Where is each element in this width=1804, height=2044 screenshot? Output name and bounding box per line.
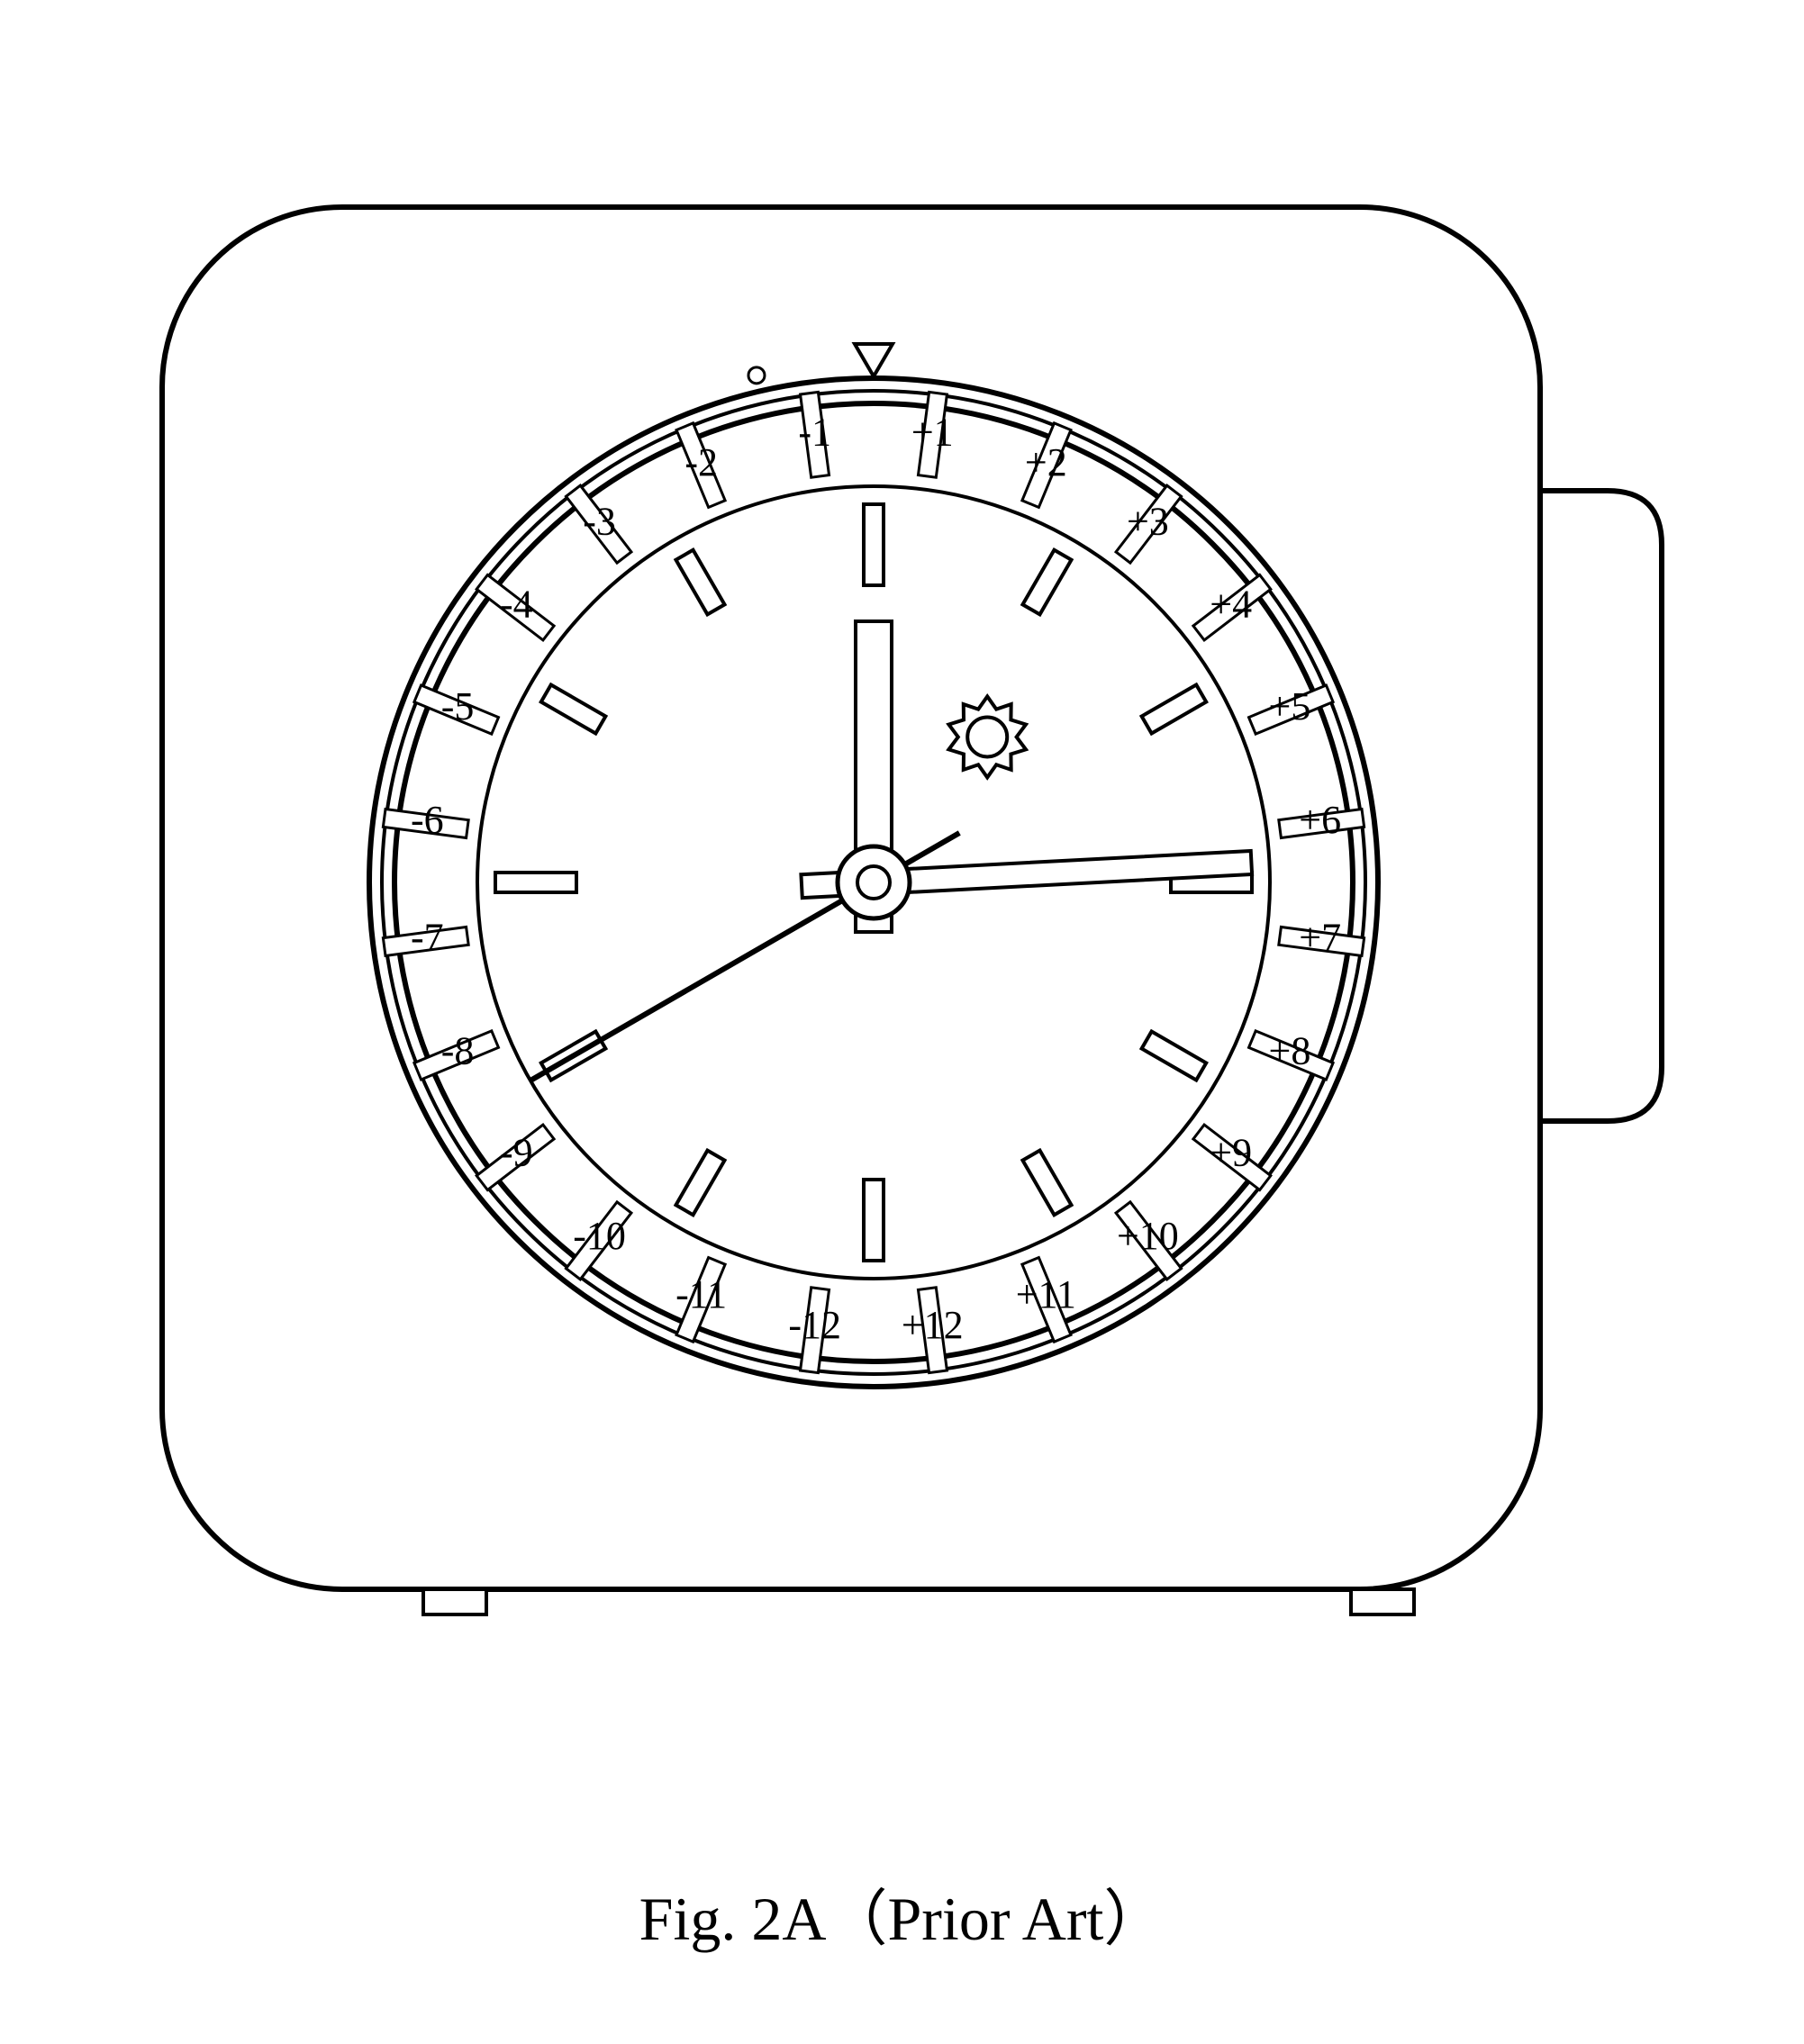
case-foot: [423, 1589, 486, 1614]
bezel-label: -6: [411, 798, 444, 842]
page: -1 +1 -2 +2 -3 +3 -4 +4 -5 +5 -6 +6 -7 +7 -8 +8 -9 +9 -10 +…: [0, 0, 1804, 2044]
bezel-label: -11: [675, 1272, 727, 1316]
bezel-label: +12: [902, 1303, 964, 1347]
case-foot: [1351, 1589, 1414, 1614]
dial-hour-tick: [864, 1180, 884, 1261]
bezel-label: +2: [1025, 440, 1067, 484]
bezel-label: +3: [1127, 499, 1169, 543]
bezel-label: +11: [1016, 1272, 1076, 1316]
bezel-label: +4: [1210, 583, 1252, 627]
dial-hour-tick: [495, 873, 576, 892]
hand-hub-inner: [857, 866, 890, 899]
bezel-label: +5: [1269, 684, 1311, 728]
bezel-label: -8: [441, 1028, 475, 1072]
bezel-label: -12: [788, 1303, 841, 1347]
bezel-label: +1: [911, 410, 954, 454]
bezel-label: -9: [500, 1130, 533, 1174]
dial-hour-tick: [864, 504, 884, 585]
dial-jewel-center: [967, 717, 1007, 756]
figure-svg: -1 +1 -2 +2 -3 +3 -4 +4 -5 +5 -6 +6 -7 +7 -8 +8 -9 +9 -10 +…: [0, 0, 1804, 2044]
bezel-label: +7: [1299, 915, 1341, 959]
bezel-label: -3: [583, 499, 616, 543]
bezel-label: -7: [411, 915, 444, 959]
bezel-label: +9: [1210, 1130, 1252, 1174]
bezel-label: -10: [573, 1214, 626, 1258]
bezel-label: -4: [500, 583, 533, 627]
figure-caption: Fig. 2A（Prior Art）: [0, 1868, 1804, 1958]
bezel-label: +6: [1299, 798, 1341, 842]
bezel-label: +10: [1117, 1214, 1179, 1258]
bezel-label: -1: [798, 410, 831, 454]
bezel-label: -2: [684, 440, 718, 484]
bezel-label: +8: [1269, 1028, 1311, 1072]
bezel-label: -5: [441, 684, 475, 728]
